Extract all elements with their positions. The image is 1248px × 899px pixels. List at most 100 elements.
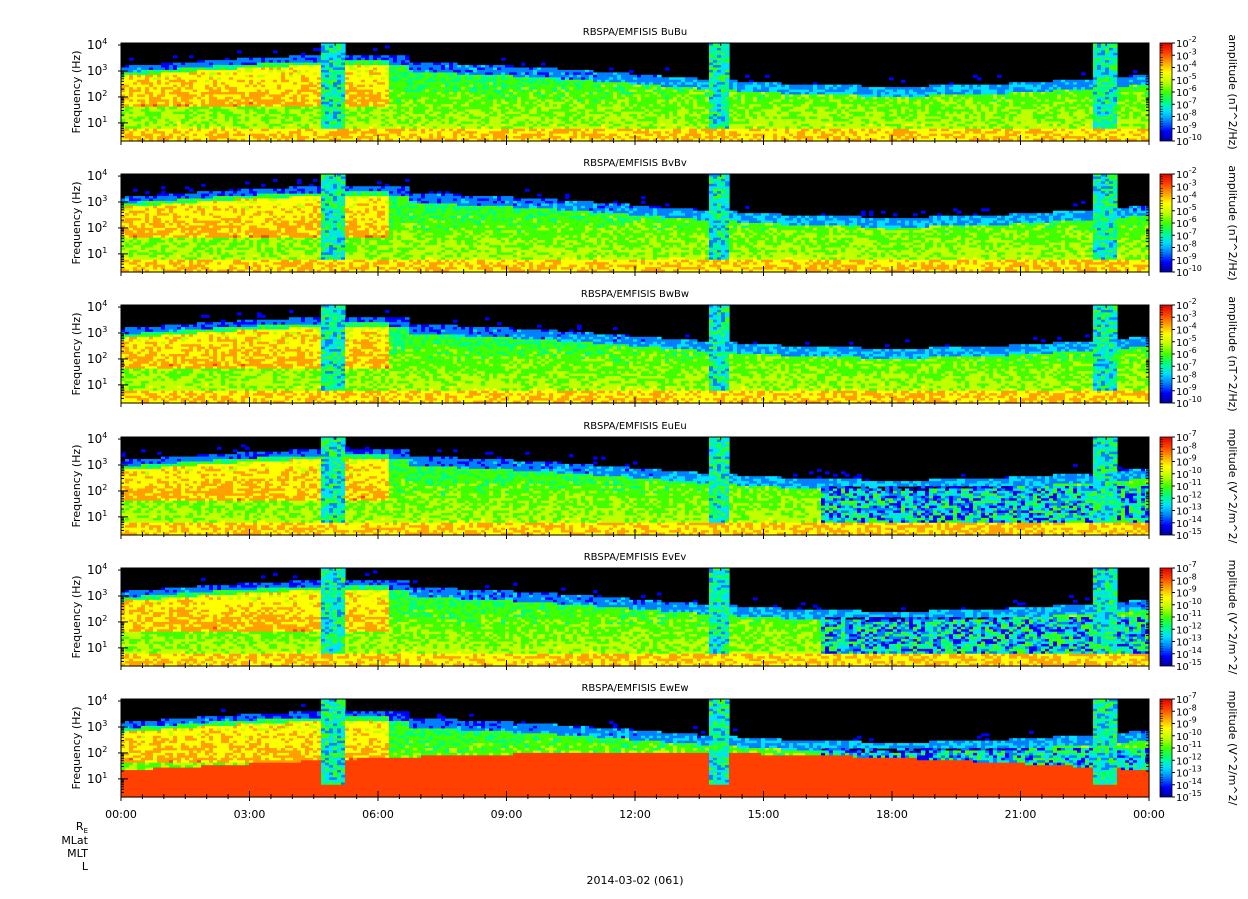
x-tick-label: 03:00	[234, 808, 266, 821]
colorbar-tick-label: 10-9	[1176, 383, 1197, 398]
colorbar-tick-label: 10-11	[1176, 478, 1202, 493]
y-tick-label: 101	[87, 377, 107, 392]
x-tick-label: 18:00	[876, 808, 908, 821]
colorbar-tick-label: 10-15	[1176, 789, 1202, 804]
colorbar-tick-label: 10-6	[1176, 84, 1197, 99]
colorbar-tick-label: 10-14	[1176, 515, 1202, 530]
y-tick-label: 101	[87, 771, 107, 786]
colorbar-tick-label: 10-6	[1176, 215, 1197, 230]
colorbar-tick-label: 10-3	[1176, 178, 1197, 193]
colorbar-tick-label: 10-11	[1176, 609, 1202, 624]
colorbar-tick-label: 10-5	[1176, 72, 1197, 87]
colorbar-tick-label: 10-15	[1176, 527, 1202, 542]
colorbar: 10-710-810-910-1010-1110-1210-1310-1410-…	[1159, 691, 1239, 806]
colorbar-tick-label: 10-10	[1176, 728, 1202, 743]
spectrogram-image	[121, 174, 1150, 273]
colorbar-tick-label: 10-10	[1176, 466, 1202, 481]
y-tick-label: 104	[87, 431, 107, 446]
colorbar: 10-210-310-410-510-610-710-810-910-10 amp…	[1159, 34, 1239, 150]
colorbar-tick-label: 10-13	[1176, 503, 1202, 518]
colorbar-tick-label: 10-10	[1176, 133, 1202, 148]
spectrogram-image	[121, 437, 1150, 536]
mlt-label: MLT	[67, 847, 88, 860]
y-tick-label: 104	[87, 562, 107, 577]
date-label: 2014-03-02 (061)	[0, 874, 1248, 887]
colorbar-tick-label: 10-2	[1176, 166, 1197, 181]
colorbar-label: amplitude (nT^2/Hz)	[1226, 165, 1239, 280]
x-tick-label: 12:00	[619, 808, 651, 821]
panel-title: RBSPA/EMFISIS EvEv	[584, 552, 687, 563]
colorbar-tick-label: 10-7	[1176, 560, 1197, 575]
colorbar-tick-label: 10-7	[1176, 227, 1197, 242]
panel-title: RBSPA/EMFISIS BuBu	[583, 27, 687, 38]
colorbar-tick-label: 10-8	[1176, 240, 1197, 255]
colorbar-tick-label: 10-5	[1176, 334, 1197, 349]
colorbar-tick-label: 10-11	[1176, 740, 1202, 755]
spectrogram-panel-3: RBSPA/EMFISIS BwBw 101 102 103 104 Frequency …	[70, 289, 1239, 412]
colorbar-tick-label: 10-14	[1176, 646, 1202, 661]
y-tick-label: 103	[87, 63, 107, 78]
panel-title: RBSPA/EMFISIS BwBw	[581, 289, 689, 300]
colorbar: 10-710-810-910-1010-1110-1210-1310-1410-…	[1159, 429, 1239, 544]
colorbar-tick-label: 10-14	[1176, 777, 1202, 792]
colorbar-tick-label: 10-2	[1176, 297, 1197, 312]
colorbar-tick-label: 10-8	[1176, 109, 1197, 124]
y-tick-label: 103	[87, 719, 107, 734]
colorbar-tick-label: 10-6	[1176, 346, 1197, 361]
colorbar-tick-label: 10-7	[1176, 358, 1197, 373]
colorbar-label: mplitude (V^2/m^2/	[1226, 691, 1239, 806]
colorbar-tick-label: 10-7	[1176, 691, 1197, 706]
colorbar-tick-label: 10-8	[1176, 703, 1197, 718]
colorbar-tick-label: 10-12	[1176, 490, 1202, 505]
x-tick-label: 15:00	[748, 808, 780, 821]
colorbar: 10-210-310-410-510-610-710-810-910-10 amp…	[1159, 165, 1239, 281]
colorbar-tick-label: 10-7	[1176, 429, 1197, 444]
spectrogram-panel-6: RBSPA/EMFISIS EwEw 101 102 103 104 Frequency …	[70, 683, 1239, 821]
colorbar-tick-label: 10-10	[1176, 597, 1202, 612]
colorbar-tick-label: 10-12	[1176, 752, 1202, 767]
y-axis-label: Frequency (Hz)	[70, 445, 83, 528]
y-tick-label: 104	[87, 37, 107, 52]
y-tick-label: 101	[87, 509, 107, 524]
x-tick-label: 00:00	[105, 808, 137, 821]
y-axis-label: Frequency (Hz)	[70, 576, 83, 659]
spectrogram-image	[121, 568, 1150, 667]
colorbar-label: amplitude (nT^2/Hz)	[1226, 34, 1239, 149]
colorbar-label: mplitude (V^2/m^2/	[1226, 429, 1239, 544]
colorbar: 10-710-810-910-1010-1110-1210-1310-1410-…	[1159, 560, 1239, 675]
x-tick-label: 21:00	[1005, 808, 1037, 821]
y-axis-label: Frequency (Hz)	[70, 313, 83, 396]
x-tick-label: 06:00	[362, 808, 394, 821]
y-tick-label: 103	[87, 457, 107, 472]
spectrogram-panel-1: RBSPA/EMFISIS BuBu 101 102 103 104 Frequency …	[70, 27, 1239, 150]
l-label: L	[82, 860, 88, 873]
y-tick-label: 101	[87, 246, 107, 261]
spectrogram-panel-2: RBSPA/EMFISIS BvBv 101 102 103 104 Frequency …	[70, 158, 1239, 281]
y-tick-label: 103	[87, 194, 107, 209]
y-tick-label: 102	[87, 351, 107, 366]
y-tick-label: 104	[87, 693, 107, 708]
y-tick-label: 101	[87, 115, 107, 130]
y-tick-label: 102	[87, 220, 107, 235]
y-tick-label: 103	[87, 588, 107, 603]
y-tick-label: 102	[87, 614, 107, 629]
colorbar-tick-label: 10-4	[1176, 60, 1197, 75]
colorbar-tick-label: 10-3	[1176, 309, 1197, 324]
colorbar-tick-label: 10-9	[1176, 252, 1197, 267]
mlat-label: MLat	[61, 834, 88, 847]
colorbar-tick-label: 10-8	[1176, 441, 1197, 456]
y-tick-label: 102	[87, 483, 107, 498]
colorbar-tick-label: 10-13	[1176, 765, 1202, 780]
colorbar-tick-label: 10-7	[1176, 96, 1197, 111]
x-tick-label: 09:00	[491, 808, 523, 821]
colorbar-tick-label: 10-8	[1176, 572, 1197, 587]
colorbar-tick-label: 10-9	[1176, 585, 1197, 600]
y-tick-label: 102	[87, 89, 107, 104]
colorbar-tick-label: 10-2	[1176, 35, 1197, 50]
y-axis-label: Frequency (Hz)	[70, 707, 83, 790]
colorbar-tick-label: 10-9	[1176, 454, 1197, 469]
y-tick-label: 104	[87, 299, 107, 314]
re-label: RE	[76, 820, 88, 835]
colorbar-tick-label: 10-4	[1176, 191, 1197, 206]
